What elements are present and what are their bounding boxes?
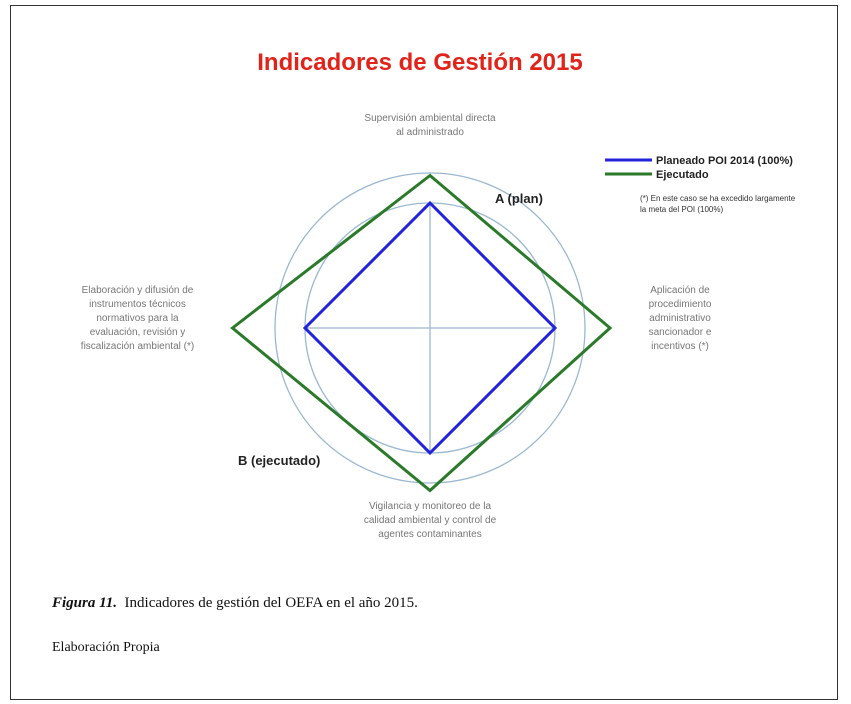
caption: Figura 11. Indicadores de gestión del OE… bbox=[52, 595, 418, 612]
annotation: A (plan) bbox=[495, 191, 543, 206]
series-polygon bbox=[302, 200, 558, 456]
figure-frame bbox=[10, 5, 838, 700]
axis-label: Vigilancia y monitoreo de la calidad amb… bbox=[363, 501, 497, 540]
legend-label: Planeado POI 2014 (100%) bbox=[656, 155, 793, 167]
series-polygon bbox=[230, 173, 613, 493]
caption-text: Indicadores de gestión del OEFA en el añ… bbox=[124, 595, 418, 611]
chart-title: Indicadores de Gestión 2015 bbox=[257, 49, 582, 76]
axis-label: Aplicación de procedimiento administrati… bbox=[648, 285, 712, 352]
grid-ring bbox=[274, 172, 586, 484]
caption-label: Figura 11. bbox=[52, 595, 118, 611]
annotation: B (ejecutado) bbox=[238, 453, 320, 468]
legend-label: Ejecutado bbox=[656, 169, 709, 181]
axis-label: Elaboración y difusión de instrumentos t… bbox=[80, 285, 195, 352]
axis-label: Supervisión ambiental directa al adminis… bbox=[364, 113, 496, 138]
source: Elaboración Propia bbox=[52, 640, 160, 655]
legend-note: (*) En este caso se ha excedido largamen… bbox=[640, 194, 796, 214]
